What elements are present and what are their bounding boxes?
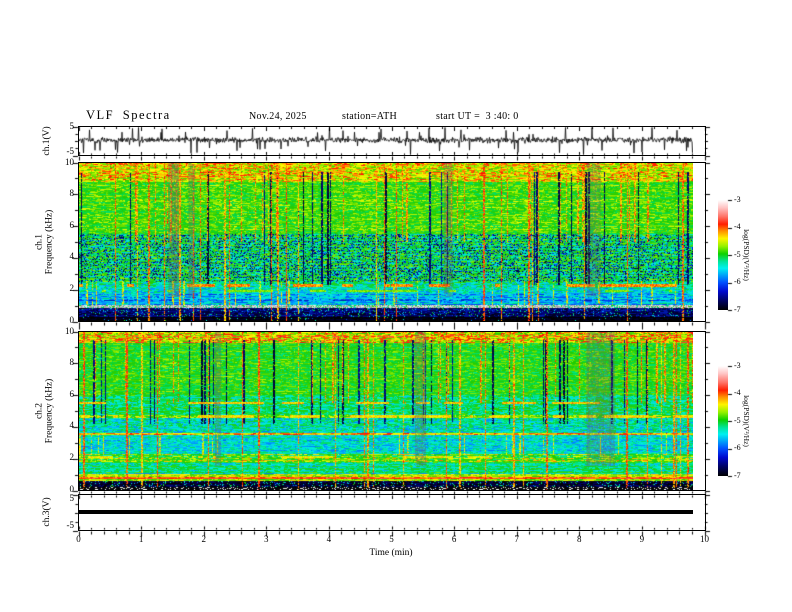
x-tick-label: 1 (138, 534, 144, 544)
ch3wave-ytick-label: 5 (69, 493, 75, 503)
ch3wave-ytick-label: -5 (66, 520, 75, 530)
spec2-ytick-label: 2 (69, 451, 75, 462)
spec1-ytick-label: 2 (69, 282, 75, 293)
x-tick-label: 8 (577, 534, 582, 544)
spec2-ytick-label: 0 (69, 483, 75, 494)
spec1-ytick-label: 8 (69, 188, 75, 199)
spec2-ytick-label: 8 (69, 357, 75, 368)
spec1-ytick-label: 0 (69, 314, 75, 325)
x-tick-label: 10 (700, 534, 709, 544)
colorbar1-tick-label: -7 (734, 304, 741, 314)
colorbar2-tick-label: -6 (734, 443, 741, 452)
spec1-ytick-label: 4 (69, 251, 75, 262)
spec1-ytick-label: 6 (69, 219, 75, 230)
spec2-ytick-label: 10 (65, 325, 74, 336)
colorbar2-tick-label: -7 (734, 470, 741, 480)
x-tick-label: 4 (326, 534, 332, 544)
colorbar1-tick-label: -3 (734, 194, 741, 204)
colorbar2-tick-label: -5 (734, 415, 741, 425)
colorbar2-tick-label: -3 (734, 360, 741, 370)
spec2-ytick-label: 4 (69, 420, 75, 431)
spec2-ytick-label: 6 (69, 388, 75, 399)
x-tick-label: 0 (76, 534, 81, 544)
x-tick-label: 7 (514, 534, 519, 544)
x-tick-label: 6 (451, 534, 457, 544)
colorbar1-tick-label: -5 (734, 249, 741, 259)
x-tick-label: 5 (389, 534, 394, 544)
ch1wave-ytick-label: 5 (69, 121, 75, 131)
colorbar2-tick-label: -4 (734, 388, 741, 397)
spec1-ytick-label: 10 (65, 156, 74, 167)
ch1wave-ytick-label: -5 (66, 145, 75, 156)
colorbar1-tick-label: -4 (734, 222, 741, 231)
x-tick-label: 2 (201, 534, 206, 544)
x-tick-label: 3 (264, 534, 269, 544)
x-tick-label: 9 (639, 534, 645, 544)
colorbar1-tick-label: -6 (734, 277, 741, 286)
